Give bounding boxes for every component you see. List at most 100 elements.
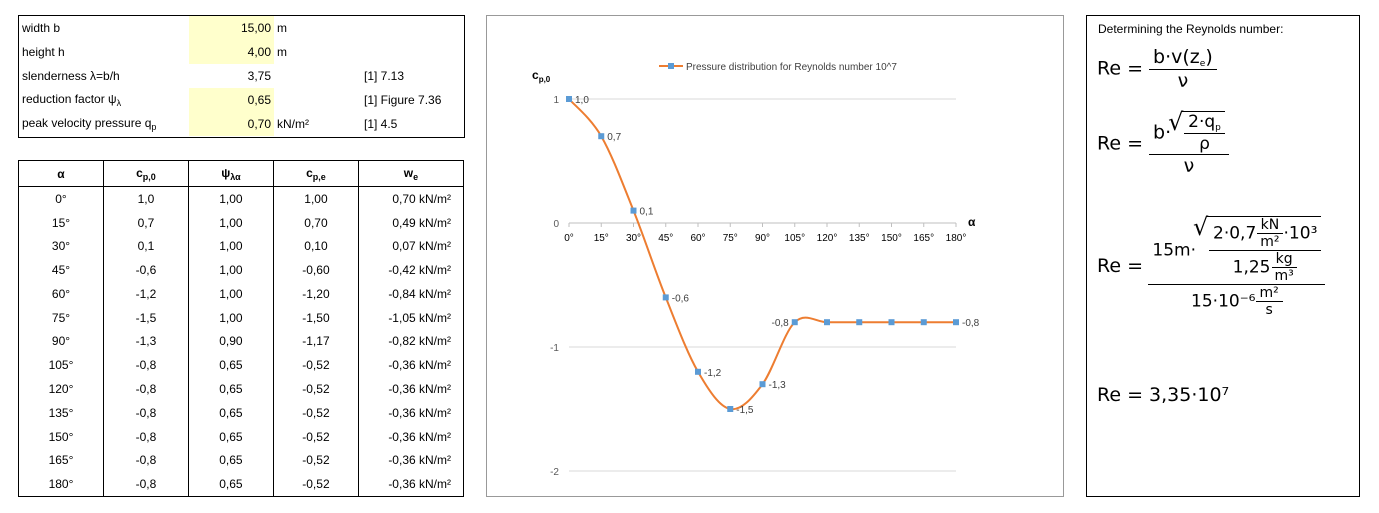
table-cell: 0,1 (103, 234, 189, 259)
pressure-chart: 1 0 -1 -2 0° 15° 30° 45° 60° 75° 90° 105° 120° 135° 15… (486, 15, 1064, 497)
table-cell: -1,3 (103, 329, 189, 354)
formula-1: Re = b·v(ze) ν (1097, 46, 1217, 92)
param-unit (274, 88, 361, 112)
table-cell: 0,49 kN/m² (357, 210, 465, 235)
data-point (566, 96, 572, 102)
data-point (662, 294, 669, 301)
x-tick-label: 0° (564, 233, 574, 244)
param-reference: [1] 4.5 (364, 117, 398, 131)
table-cell: 0,65 (187, 424, 274, 449)
table-cell: 1,00 (187, 258, 274, 283)
table-cell: -0,8 (103, 472, 189, 498)
table-cell: -0,8 (103, 353, 189, 378)
x-tick-label: 135° (849, 233, 870, 244)
param-value[interactable]: 0,70 (189, 112, 274, 136)
reynolds-panel: Determining the Reynolds number: Re = b·… (1086, 15, 1360, 497)
table-cell: -0,52 (272, 448, 359, 473)
table-cell: -0,52 (272, 472, 359, 498)
table-cell: -0,52 (272, 353, 359, 378)
param-unit (274, 64, 361, 88)
y-tick-label: -1 (550, 343, 559, 354)
data-point (695, 368, 701, 375)
table-cell: 1,0 (103, 186, 189, 211)
data-label: 0,1 (640, 207, 654, 218)
table-cell: -1,05 kN/m² (357, 305, 465, 330)
param-reference (361, 40, 464, 64)
x-tick-label: 75° (723, 233, 738, 244)
param-label: slenderness λ=b/h (22, 69, 120, 83)
table-row: 120° -0,8 0,65 -0,52 -0,36 kN/m² (18, 377, 465, 401)
param-row: width b 15,00 m (19, 16, 464, 40)
param-reference: [1] Figure 7.36 (364, 93, 442, 107)
table-row: 150° -0,8 0,65 -0,52 -0,36 kN/m² (18, 424, 465, 449)
table-cell: -0,60 (272, 258, 359, 283)
param-unit: m (277, 45, 287, 59)
data-label: 0,7 (607, 132, 621, 143)
param-value[interactable]: 15,00 (189, 16, 274, 40)
table-cell: -0,8 (103, 377, 189, 401)
table-cell: 180° (18, 472, 104, 498)
table-cell: 30° (18, 234, 104, 259)
table-row: 30° 0,1 1,00 0,10 0,07 kN/m² (18, 234, 465, 259)
table-cell: -0,36 kN/m² (357, 377, 465, 401)
y-axis-label: cp,0 (532, 68, 551, 84)
data-label: -0,8 (962, 318, 980, 329)
param-label: reduction factor ψλ (22, 92, 122, 108)
x-tick-label: 30° (626, 233, 641, 244)
data-point (759, 381, 766, 388)
table-cell: 60° (18, 282, 104, 306)
table-cell: -0,36 kN/m² (357, 424, 465, 449)
table-cell: -0,36 kN/m² (357, 448, 465, 473)
param-value: 3,75 (247, 69, 271, 83)
table-cell: -0,52 (272, 400, 359, 425)
chart-svg: 1 0 -1 -2 0° 15° 30° 45° 60° 75° 90° 105° 120° 135° 15… (532, 62, 980, 478)
param-row: reduction factor ψλ 0,65 [1] Figure 7.36 (19, 88, 464, 112)
param-value[interactable]: 4,00 (189, 40, 274, 64)
param-reference: [1] 7.13 (364, 69, 405, 83)
data-label: -1,2 (704, 368, 722, 379)
table-cell: 90° (18, 329, 104, 354)
data-point (598, 133, 605, 140)
data-point (953, 319, 959, 326)
table-cell: 1,00 (272, 186, 359, 211)
column-header: ψλα (187, 160, 274, 187)
data-point (727, 406, 734, 412)
table-cell: 165° (18, 448, 104, 473)
data-label: -0,8 (772, 318, 790, 329)
results-table: α cp,0 ψλα cp,e we 0° 1,0 1,00 1,00 0,70 kN/m² 15… (18, 160, 465, 498)
param-label: width b (22, 21, 61, 35)
legend-marker (668, 63, 674, 69)
x-tick-label: 105° (784, 233, 805, 244)
table-cell: 0,70 kN/m² (357, 186, 465, 211)
data-point (630, 207, 637, 214)
data-point (920, 319, 927, 326)
column-header: cp,e (272, 160, 359, 187)
param-value[interactable]: 0,65 (189, 88, 274, 112)
legend-label: Pressure distribution for Reynolds numbe… (686, 62, 897, 73)
table-row: 75° -1,5 1,00 -1,50 -1,05 kN/m² (18, 305, 465, 330)
table-cell: 0,70 (272, 210, 359, 235)
table-cell: 15° (18, 210, 104, 235)
y-tick-label: 1 (553, 95, 559, 106)
table-cell: -1,2 (103, 282, 189, 306)
table-cell: 150° (18, 424, 104, 449)
table-cell: 1,00 (187, 282, 274, 306)
table-cell: 120° (18, 377, 104, 401)
param-label: height h (22, 45, 65, 59)
table-cell: 1,00 (187, 186, 274, 211)
param-row: slenderness λ=b/h 3,75 [1] 7.13 (19, 64, 464, 88)
data-point (888, 319, 895, 326)
param-row: peak velocity pressure qp 0,70 kN/m² [1]… (19, 112, 464, 136)
table-cell: 0,65 (187, 472, 274, 498)
x-tick-label: 60° (690, 233, 705, 244)
table-cell: -0,36 kN/m² (357, 472, 465, 498)
table-cell: 0,10 (272, 234, 359, 259)
x-tick-label: 165° (913, 233, 934, 244)
table-cell: -0,42 kN/m² (357, 258, 465, 283)
table-row: 0° 1,0 1,00 1,00 0,70 kN/m² (18, 186, 465, 211)
table-cell: -1,5 (103, 305, 189, 330)
x-tick-label: 150° (881, 233, 902, 244)
table-cell: -1,50 (272, 305, 359, 330)
